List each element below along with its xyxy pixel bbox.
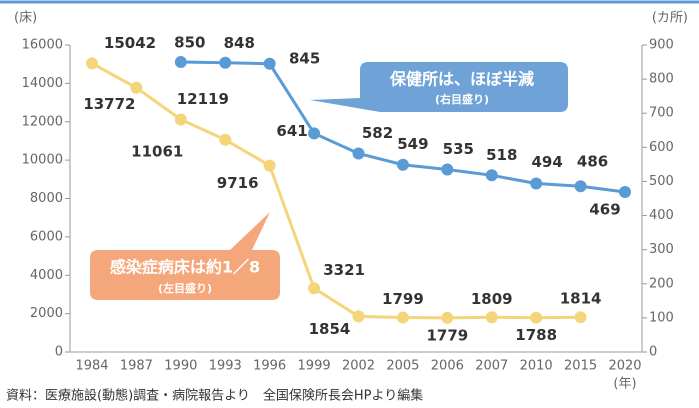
x-tick-label: 1990	[164, 359, 197, 374]
value-label: 11061	[131, 142, 183, 160]
point	[308, 127, 321, 140]
value-label: 494	[532, 153, 563, 171]
x-tick-label: 1996	[253, 359, 286, 374]
y-tick-label: 0	[55, 345, 63, 360]
y2-tick-label: 200	[649, 276, 674, 291]
y2-axis-label: (カ所)	[652, 11, 688, 26]
y2-tick-label: 0	[649, 345, 657, 360]
annotation: 保健所は、ほぼ半減	[389, 70, 534, 89]
y2-tick-label: 100	[649, 310, 674, 325]
value-label: 9716	[217, 174, 259, 192]
value-label: 1779	[426, 326, 468, 344]
value-label: 850	[174, 34, 205, 52]
y-tick-label: 2000	[30, 306, 63, 321]
point	[441, 163, 454, 176]
value-label: 582	[362, 124, 393, 142]
y-tick-label: 16000	[22, 38, 63, 53]
y2-tick-label: 700	[649, 106, 674, 121]
point	[86, 57, 98, 70]
x-tick-label: 2007	[475, 359, 508, 374]
x-tick-label: 1984	[75, 359, 108, 374]
point	[396, 311, 409, 324]
point	[308, 282, 321, 295]
point	[396, 158, 409, 171]
point	[485, 169, 498, 182]
value-label: 12119	[177, 90, 229, 108]
x-tick-label: 2020	[608, 359, 641, 374]
y-tick-label: 10000	[22, 153, 63, 168]
source: 資料：医療施設(動態)調査・病院報告より 全国保険所長会HPより編集	[6, 388, 423, 404]
line	[91, 62, 581, 320]
point	[530, 311, 543, 324]
y-tick-label: 6000	[30, 229, 63, 244]
value-label: 13772	[83, 95, 135, 113]
y2-tick-label: 400	[649, 208, 674, 223]
x-tick-label: 1993	[209, 359, 242, 374]
point	[485, 311, 498, 324]
x-tick-label: 2005	[386, 359, 419, 374]
value-label: 845	[289, 49, 320, 67]
value-label: 549	[397, 135, 428, 153]
annotation: 感染症病床は約1／8	[110, 258, 260, 277]
point	[219, 133, 232, 146]
value-label: 641	[276, 122, 307, 140]
x-tick-label: 1999	[298, 359, 331, 374]
annotation-note: (右目盛り)	[435, 92, 489, 106]
value-label: 1814	[560, 290, 602, 308]
value-label: 1788	[515, 326, 557, 344]
point	[174, 113, 187, 126]
point	[574, 180, 587, 193]
x-tick-label: 2015	[564, 359, 597, 374]
value-label: 848	[224, 34, 255, 52]
value-label: 1799	[382, 290, 424, 308]
y2-tick-label: 300	[649, 242, 674, 257]
value-label: 535	[443, 140, 474, 158]
point	[263, 159, 276, 172]
y2-tick-label: 500	[649, 174, 674, 189]
callout-orange: 感染症病床は約1／8 (左目盛り)	[90, 212, 280, 300]
value-label: 1809	[471, 290, 513, 308]
y-tick-label: 8000	[30, 191, 63, 206]
callout-blue: 保健所は、ほぼ半減 (右目盛り)	[310, 62, 568, 112]
y2-tick-label: 800	[649, 72, 674, 87]
y-tick-label: 4000	[30, 268, 63, 283]
point	[219, 56, 232, 69]
x-tick-label: 2002	[342, 359, 375, 374]
y2-tick-label: 600	[649, 140, 674, 155]
value-label: 469	[589, 201, 620, 219]
value-label: 1854	[309, 320, 351, 338]
point	[130, 81, 143, 94]
annotation-note: (左目盛り)	[158, 281, 212, 295]
x-axis-label: (年)	[613, 377, 636, 392]
point	[263, 57, 276, 70]
value-label: 3321	[323, 261, 365, 279]
y-tick-label: 14000	[22, 76, 63, 91]
x-tick-label: 2010	[520, 359, 553, 374]
point	[441, 311, 454, 324]
y-tick-label: 12000	[22, 114, 63, 129]
value-label: 15042	[104, 34, 156, 52]
y2-tick-label: 900	[649, 38, 674, 53]
y-axis-label: (床)	[14, 11, 37, 26]
point	[619, 186, 631, 199]
point	[574, 311, 587, 324]
x-tick-label: 1987	[120, 359, 153, 374]
point	[352, 147, 365, 160]
series: 15042 13772 12119 11061 9716 3321 1854 17991779…	[83, 34, 601, 344]
point	[174, 56, 187, 69]
x-tick-label: 2006	[431, 359, 464, 374]
point	[530, 177, 543, 190]
value-label: 518	[486, 146, 517, 164]
point	[352, 310, 365, 323]
value-label: 486	[577, 153, 608, 171]
